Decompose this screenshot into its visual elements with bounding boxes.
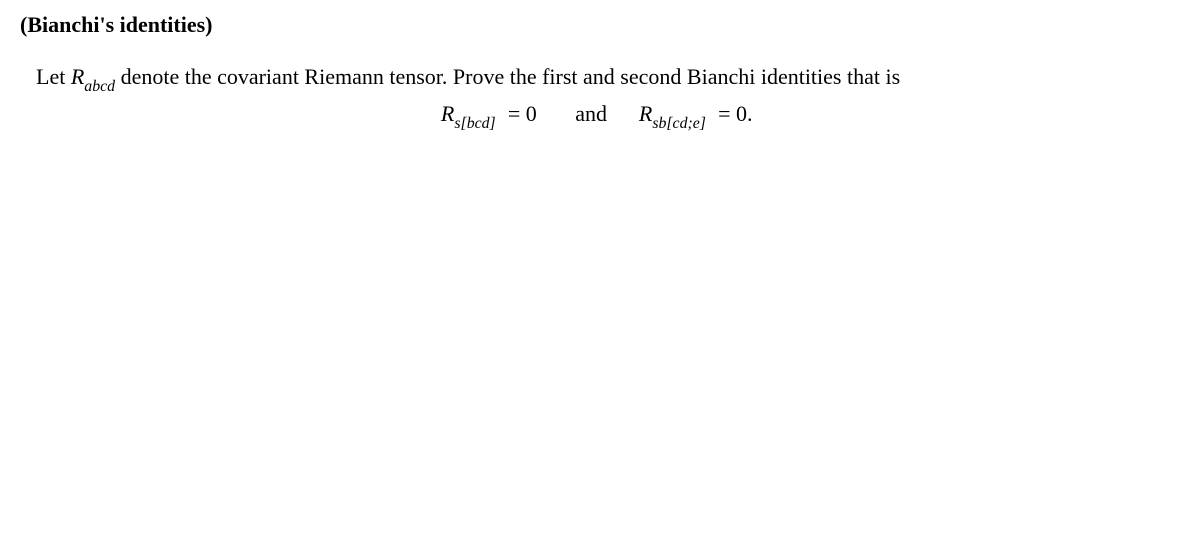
second-identity-subscript: sb[cd;e] [652,115,706,132]
second-identity-rhs: = 0. [718,101,752,126]
first-identity-rhs: = 0 [508,101,537,126]
second-identity-base: R [639,101,652,126]
first-identity-subscript: s[bcd] [454,115,495,132]
first-bianchi-identity: Rs[bcd] = 0 [441,101,549,126]
tensor-base: R [71,64,84,89]
riemann-tensor-symbol: Rabcd [71,64,115,89]
bianchi-equations: Rs[bcd] = 0 and Rsb[cd;e] = 0. [20,101,1180,131]
tensor-subscript: abcd [84,78,115,95]
first-identity-base: R [441,101,454,126]
equation-connector: and [575,101,607,126]
after-tensor-text: denote the covariant Riemann tensor. Pro… [115,64,900,89]
problem-statement: Let Rabcd denote the covariant Riemann t… [36,62,1180,97]
lead-text: Let [36,64,71,89]
problem-title: (Bianchi's identities) [20,12,1180,38]
second-bianchi-identity: Rsb[cd;e] = 0. [639,101,759,126]
